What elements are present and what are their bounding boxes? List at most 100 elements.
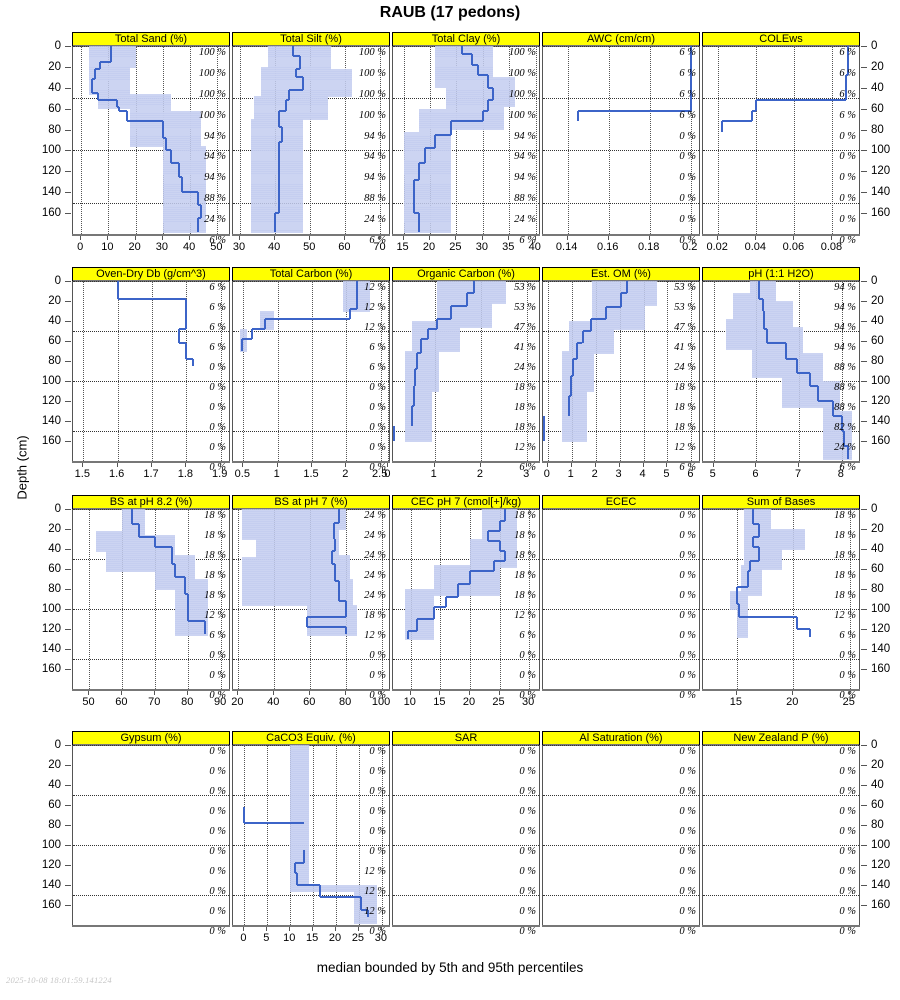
percentile-band bbox=[435, 79, 515, 83]
median-line-segment bbox=[174, 564, 177, 577]
horizontal-gridline bbox=[543, 795, 699, 796]
percentile-band bbox=[306, 611, 357, 614]
median-line-segment bbox=[119, 109, 128, 112]
y-axis-tick-label: 20 bbox=[871, 60, 884, 73]
x-axis-tick bbox=[345, 691, 347, 695]
percentile-band bbox=[130, 135, 202, 139]
percentile-band bbox=[562, 429, 588, 432]
y-axis-tick bbox=[65, 66, 71, 68]
percentile-band bbox=[403, 158, 452, 162]
x-axis-tick bbox=[481, 236, 483, 240]
percentile-band bbox=[162, 156, 207, 160]
y-axis-tick-label: 100 bbox=[41, 603, 61, 615]
percent-annotation: 100 % bbox=[508, 47, 536, 58]
median-line-segment bbox=[197, 192, 200, 205]
percentile-band bbox=[562, 425, 588, 428]
y-axis-tick bbox=[65, 509, 71, 510]
percentile-band bbox=[162, 196, 207, 200]
median-line-segment bbox=[296, 873, 299, 885]
percentile-band bbox=[162, 165, 207, 168]
percentile-band bbox=[403, 137, 452, 141]
percentile-band bbox=[822, 437, 853, 440]
percentile-band bbox=[290, 817, 309, 820]
percentile-band bbox=[822, 457, 853, 460]
x-axis-tick-label: 30 bbox=[155, 241, 169, 253]
percent-annotation: 94 % bbox=[834, 322, 856, 333]
percentile-band bbox=[412, 323, 493, 326]
percentile-band bbox=[592, 319, 645, 322]
percentile-band bbox=[726, 339, 804, 342]
percentile-band bbox=[162, 219, 207, 223]
x-axis-line bbox=[542, 461, 700, 463]
median-line-segment bbox=[625, 281, 628, 293]
percentile-band bbox=[743, 559, 782, 562]
median-line-segment bbox=[756, 99, 846, 102]
percent-annotation: 0 % bbox=[839, 866, 856, 877]
median-line-segment bbox=[277, 110, 280, 128]
percentile-band bbox=[743, 521, 771, 524]
median-line-segment bbox=[575, 343, 578, 359]
percent-annotation: 0 % bbox=[369, 650, 386, 661]
x-axis-tick bbox=[121, 691, 123, 695]
x-axis-tick-label: 20 bbox=[231, 696, 244, 708]
percentile-band bbox=[404, 387, 440, 390]
percentile-band bbox=[290, 809, 309, 812]
percentile-band bbox=[822, 429, 853, 432]
percentile-band bbox=[261, 73, 353, 76]
median-line-segment bbox=[345, 627, 348, 634]
percentile-band bbox=[782, 377, 823, 380]
percentile-band bbox=[562, 427, 588, 430]
horizontal-gridline bbox=[233, 895, 389, 896]
x-axis-tick-label: 10 bbox=[283, 932, 296, 944]
percentile-band bbox=[354, 919, 378, 922]
percentile-band bbox=[241, 511, 347, 514]
percentile-band bbox=[97, 104, 172, 108]
percentile-band bbox=[162, 173, 207, 177]
median-line-segment bbox=[355, 281, 358, 309]
percentile-band bbox=[403, 215, 452, 218]
percentile-band bbox=[290, 875, 309, 878]
plot-area: 0 % 0 % 0 % 0 % 0 % 0 % 0 % 0 % 0 % 0 % bbox=[392, 744, 540, 937]
percent-annotation: 0 % bbox=[519, 906, 536, 917]
percentile-band bbox=[256, 539, 339, 542]
percentile-band bbox=[250, 190, 304, 193]
median-line-segment bbox=[296, 67, 300, 70]
percentile-band bbox=[354, 891, 378, 894]
median-line-segment bbox=[333, 522, 339, 524]
percentile-band bbox=[436, 319, 493, 322]
percentile-band bbox=[736, 619, 749, 622]
percent-annotation: 0 % bbox=[209, 806, 226, 817]
percent-annotation: 0 % bbox=[519, 886, 536, 897]
percent-annotation: 0 % bbox=[679, 650, 696, 661]
percent-annotation: 18 % bbox=[364, 610, 386, 621]
percentile-band bbox=[239, 339, 247, 342]
percentile-band bbox=[469, 541, 518, 544]
percentile-band bbox=[403, 177, 452, 181]
percentile-band bbox=[261, 91, 353, 95]
percentile-band bbox=[741, 577, 762, 580]
y-axis-tick bbox=[861, 213, 867, 215]
percentile-band bbox=[97, 106, 172, 110]
percentile-band bbox=[569, 327, 645, 330]
percentile-band bbox=[741, 589, 762, 592]
median-line-segment bbox=[185, 299, 188, 329]
horizontal-gridline bbox=[73, 150, 229, 152]
percentile-band bbox=[404, 613, 435, 616]
percentile-band bbox=[435, 85, 515, 89]
x-axis-tick-label: 30 bbox=[522, 696, 535, 708]
median-line-segment bbox=[413, 197, 416, 214]
vertical-gridline bbox=[480, 281, 482, 461]
median-line-segment bbox=[414, 212, 420, 215]
percentile-band bbox=[250, 165, 304, 168]
percentile-band bbox=[250, 160, 304, 164]
percent-annotation: 12 % bbox=[364, 630, 386, 641]
percentile-band bbox=[822, 421, 853, 424]
x-axis-tick-label: 0 bbox=[543, 468, 550, 480]
percent-annotation: 94 % bbox=[834, 342, 856, 353]
percentile-band bbox=[254, 114, 328, 118]
horizontal-gridline bbox=[543, 46, 699, 47]
percent-annotation: 0 % bbox=[519, 926, 536, 937]
y-axis-tick bbox=[861, 669, 867, 670]
percentile-band bbox=[105, 553, 176, 556]
horizontal-gridline bbox=[73, 659, 229, 660]
